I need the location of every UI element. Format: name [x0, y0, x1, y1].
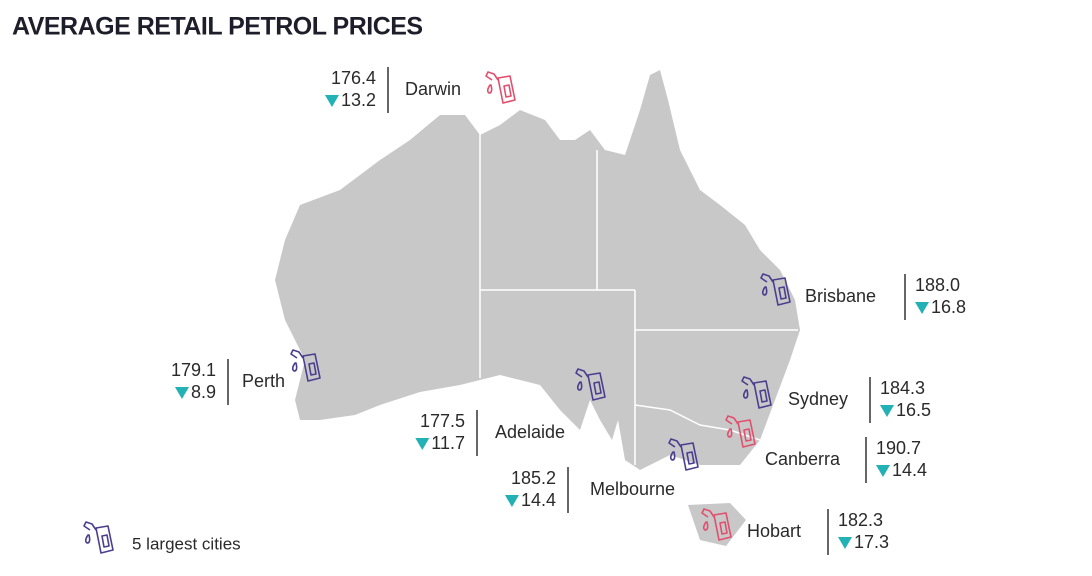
pump-window — [778, 286, 787, 300]
hose — [485, 71, 499, 81]
city-name: Sydney — [788, 389, 848, 409]
pump-window — [593, 381, 602, 395]
change: 14.4 — [521, 490, 556, 510]
pump-body — [713, 512, 732, 541]
pump-window — [503, 84, 512, 98]
change: 16.5 — [896, 400, 931, 420]
down-arrow — [324, 95, 339, 107]
change: 11.7 — [431, 433, 465, 453]
price: 176.4 — [331, 68, 376, 88]
pump-body — [587, 372, 606, 401]
down-arrow — [838, 537, 852, 549]
hose — [290, 349, 304, 359]
pump-body — [497, 75, 516, 104]
mainland — [275, 70, 800, 470]
drop — [761, 286, 768, 296]
price: 179.1 — [171, 360, 216, 380]
city-name: Canberra — [765, 449, 841, 469]
hose — [741, 376, 755, 386]
down-arrow — [415, 438, 430, 450]
fuel-icon — [575, 368, 606, 401]
pump-window — [101, 534, 110, 548]
drop — [84, 534, 91, 544]
change: 13.2 — [341, 90, 376, 110]
drop — [726, 428, 733, 438]
pump-body — [737, 419, 756, 448]
price: 182.3 — [838, 510, 883, 530]
pump-window — [686, 451, 695, 465]
drop — [702, 521, 709, 531]
city-name: Brisbane — [805, 286, 876, 306]
fuel-icon — [668, 438, 699, 471]
pump-body — [753, 380, 772, 409]
drop — [486, 84, 493, 94]
fuel-icon — [290, 349, 321, 382]
drop — [291, 362, 298, 372]
pump-body — [680, 442, 699, 471]
price: 190.7 — [876, 438, 921, 458]
hose — [575, 368, 589, 378]
pump-window — [759, 389, 768, 403]
title: AVERAGE RETAIL PETROL PRICES — [12, 13, 423, 41]
city-name: Hobart — [747, 521, 801, 541]
city-name: Adelaide — [495, 422, 565, 442]
hose — [668, 438, 682, 448]
cities: Darwin 176.413.2 Perth 179.18.9 Adelaide 177.… — [83, 67, 966, 555]
pump-body — [302, 353, 321, 382]
pump-window — [719, 521, 728, 535]
city-name: Perth — [242, 371, 285, 391]
fuel-icon — [83, 521, 114, 554]
down-arrow — [174, 387, 189, 399]
price: 188.0 — [915, 275, 960, 295]
state-borders — [479, 125, 798, 465]
legend-label: 5 largest cities — [132, 534, 241, 553]
change: 16.8 — [931, 297, 966, 317]
down-arrow — [504, 495, 519, 507]
price: 177.5 — [420, 411, 465, 431]
city-name: Melbourne — [590, 479, 675, 499]
fuel-icon — [701, 508, 732, 541]
hose — [701, 508, 715, 518]
drop — [669, 451, 676, 461]
price: 184.3 — [880, 378, 925, 398]
pump-body — [95, 525, 114, 554]
fuel-icon — [485, 71, 516, 104]
down-arrow — [915, 302, 929, 314]
change: 14.4 — [892, 460, 927, 480]
down-arrow — [876, 465, 890, 477]
change: 17.3 — [854, 532, 889, 552]
change: 8.9 — [191, 382, 216, 402]
pump-window — [743, 428, 752, 442]
fuel-icon — [725, 415, 756, 448]
drop — [742, 389, 749, 399]
drop — [576, 381, 583, 391]
fuel-icon — [741, 376, 772, 409]
tasmania — [688, 503, 746, 546]
fuel-icon — [760, 273, 791, 306]
city-name: Darwin — [405, 79, 461, 99]
pump-window — [308, 362, 317, 376]
down-arrow — [880, 405, 894, 417]
hose — [760, 273, 774, 283]
hose — [725, 415, 739, 425]
hose — [83, 521, 97, 531]
pump-body — [772, 277, 791, 306]
price: 185.2 — [511, 468, 556, 488]
